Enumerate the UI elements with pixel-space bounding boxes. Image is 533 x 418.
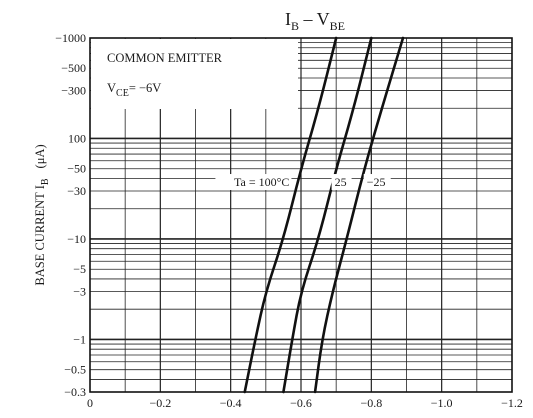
title-i-sub: B <box>291 19 299 33</box>
y-tick-label: −0.3 <box>64 385 86 399</box>
conditions-line1: COMMON EMITTER <box>107 51 223 65</box>
ylabel-main: BASE CURRENT I <box>33 185 47 285</box>
curve-label: 25 <box>335 175 347 189</box>
y-tick-label: −0.5 <box>64 363 86 377</box>
y-tick-label: −300 <box>61 84 86 98</box>
y-tick-label: −3 <box>73 285 86 299</box>
x-tick-label: −0.8 <box>360 396 382 410</box>
tick-labels: 0 −0.2 −0.4 −0.6 −0.8 −1.0 −1.2 −1000 −500 −300 10… <box>55 31 523 410</box>
curve-0 <box>243 36 338 394</box>
plot-frame <box>89 37 513 393</box>
y-tick-label: −50 <box>67 162 86 176</box>
y-tick-label: −30 <box>67 184 86 198</box>
title-v: V <box>317 9 330 29</box>
conditions-box-bg <box>91 39 298 109</box>
y-tick-label: −500 <box>61 61 86 75</box>
y-tick-label: −5 <box>73 262 86 276</box>
curves <box>243 36 405 394</box>
x-tick-label: −0.6 <box>290 396 312 410</box>
y-tick-label: −1 <box>73 332 86 346</box>
x-tick-label: −0.4 <box>220 396 242 410</box>
conditions-line2: VCE= −6V <box>107 81 161 99</box>
x-tick-label: 0 <box>87 396 93 410</box>
title-i: I <box>285 9 291 29</box>
x-tick-label: −1.2 <box>501 396 523 410</box>
curve-label-bg <box>363 174 391 191</box>
curve-2 <box>313 36 405 394</box>
title-v-sub: BE <box>330 19 345 33</box>
ylabel-unit: (μA) <box>33 144 47 168</box>
curve-label-bg <box>215 174 292 191</box>
curve-1 <box>282 36 373 394</box>
curve-label: Ta = 100°C <box>234 175 289 189</box>
curve-label-bg <box>331 174 352 191</box>
curve-label: −25 <box>367 175 386 189</box>
x-tick-label: −0.2 <box>149 396 171 410</box>
ylabel-sub: B <box>40 178 51 185</box>
conditions-box: COMMON EMITTER VCE= −6V <box>91 39 298 109</box>
title-dash: – <box>299 9 317 29</box>
x-tick-label: −1.0 <box>431 396 453 410</box>
y-tick-label: −1000 <box>55 31 86 45</box>
y-axis-label: BASE CURRENT IB (μA) <box>33 144 51 285</box>
chart-title: IB – VBE <box>285 9 345 33</box>
grid <box>90 38 512 392</box>
curve-labels: Ta = 100°C 25 −25 <box>215 174 391 191</box>
y-tick-label: 100 <box>68 131 86 145</box>
y-tick-label: −10 <box>67 232 86 246</box>
